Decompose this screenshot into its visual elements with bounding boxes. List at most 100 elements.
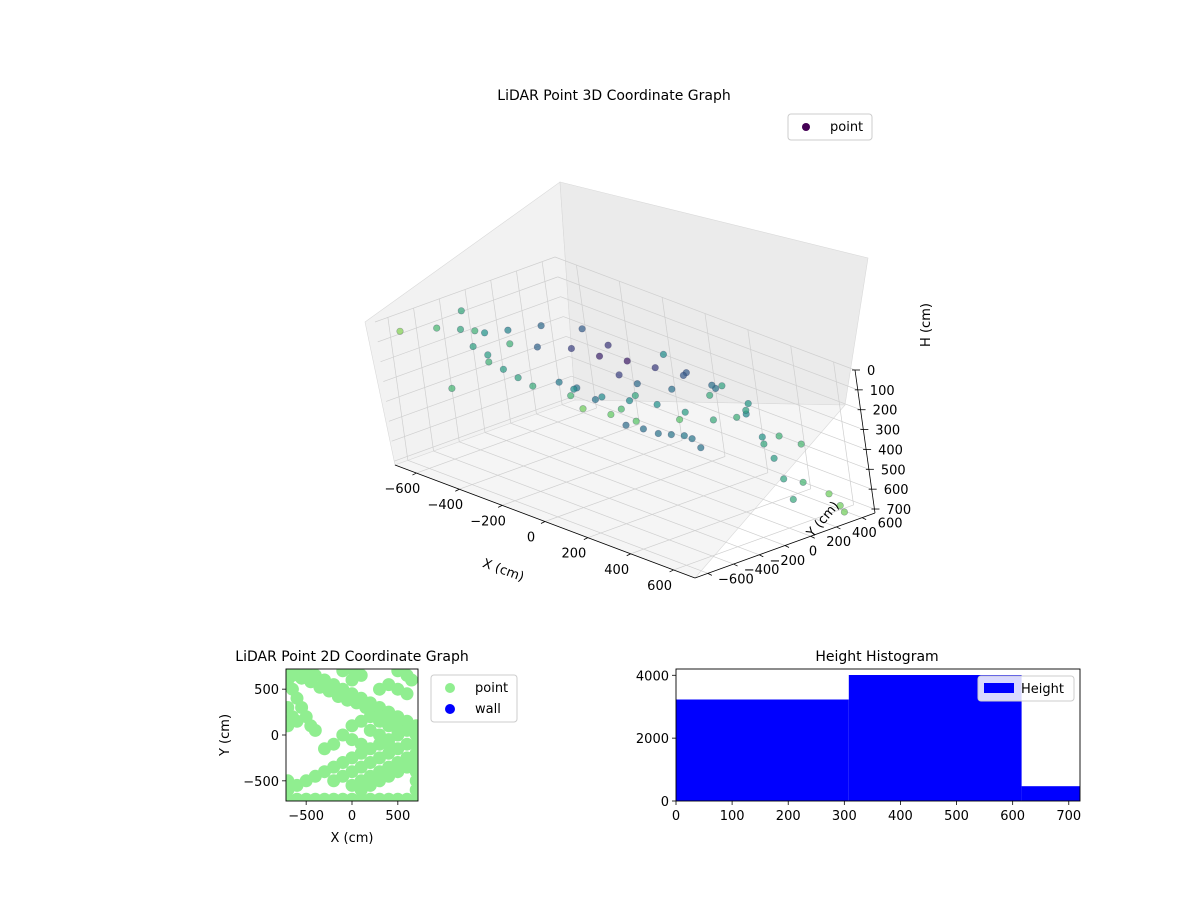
scatter-point-3d	[836, 502, 844, 510]
x-axis-label-2d: X (cm)	[331, 831, 374, 846]
x-tick-3d	[669, 569, 674, 573]
scatter-point-3d	[514, 374, 522, 382]
y-tick-3d	[861, 517, 867, 521]
y-tick-label-hist: 4000	[636, 669, 669, 684]
scatter-point-3d	[679, 371, 688, 380]
z-tick-label-3d: 200	[873, 404, 898, 419]
x-tick-label-3d: −600	[385, 482, 421, 497]
scatter-point-3d	[799, 478, 807, 486]
x-tick-3d	[540, 521, 546, 524]
scatter-point-3d	[653, 400, 661, 409]
scatter-point-3d	[555, 378, 563, 386]
grid-line	[374, 256, 556, 323]
scatter-point-3d	[529, 382, 537, 390]
legend-2d-label-point: point	[475, 681, 508, 696]
scatter-point-3d	[567, 392, 575, 400]
scatter-point-3d	[775, 432, 783, 440]
scatter-point-2d	[382, 737, 396, 751]
grid-line	[557, 276, 858, 391]
y-tick-label-2d: 0	[271, 729, 279, 744]
z-tick-label-3d: 700	[886, 503, 911, 518]
legend-3d: point	[787, 113, 873, 141]
scatter-point-3d	[742, 406, 750, 414]
axes-frame-hist	[675, 668, 1081, 802]
x-axis-3d: −600 −400 −200 0 200 400 600	[385, 464, 696, 594]
legend-3d-frame	[787, 113, 873, 141]
scatter-point-3d	[825, 490, 833, 498]
z-tick-label-3d: 0	[867, 364, 875, 379]
scatter-point-3d	[433, 324, 441, 332]
scatter-point-3d	[623, 357, 631, 365]
x-tick-label-2d: −500	[288, 809, 324, 824]
scatter-point-3d	[675, 416, 684, 424]
x-tick-label-hist: 200	[776, 809, 801, 824]
x-tick-label-hist: 600	[1000, 809, 1025, 824]
legend-2d-marker-point	[445, 683, 455, 693]
scatter-point-3d	[651, 364, 659, 372]
x-tick-3d	[412, 472, 417, 476]
chart-histogram: Height Histogram 0 100 200 300 400 500 600 7000…	[636, 649, 1081, 824]
scatter-point-2d	[290, 714, 304, 728]
scatter-point-3d	[537, 322, 545, 330]
scatter-point-3d	[485, 358, 493, 366]
grid-line	[574, 395, 875, 510]
scatter-point-3d	[506, 340, 514, 348]
z-tick-label-3d: 100	[870, 384, 895, 399]
y-tick-label-3d: −600	[718, 572, 754, 587]
scatter-point-3d	[667, 431, 675, 439]
x-tick-label-3d: 0	[527, 531, 535, 546]
scatter-point-3d	[797, 440, 805, 448]
grid-line	[571, 375, 872, 490]
legend-3d-label: point	[830, 120, 863, 135]
y-axis-label-2d: Y (cm)	[218, 714, 233, 757]
scatter-point-2d	[400, 737, 414, 751]
scatter-point-3d	[680, 432, 688, 440]
scatter-point-3d	[760, 440, 768, 448]
y-tick-label-hist: 0	[661, 795, 669, 810]
scatter-point-3d	[708, 381, 716, 389]
grid-line	[510, 422, 811, 537]
x-tick-3d	[497, 504, 503, 508]
x-tick-label-hist: 100	[720, 809, 745, 824]
x-tick-label-3d: 600	[647, 579, 672, 594]
x-tick-label-2d: 500	[385, 809, 410, 824]
histogram-bar	[1021, 786, 1080, 801]
y-tick-label-3d: 0	[809, 545, 817, 560]
scatter-point-3d	[709, 416, 718, 424]
scatter-point-3d	[681, 408, 689, 416]
grid-line	[394, 395, 575, 462]
scatter-point-3d	[481, 329, 489, 337]
scatter-point-2d	[391, 723, 405, 737]
grid-line	[563, 316, 864, 430]
scatter-point-3d	[668, 385, 676, 393]
grid-line	[377, 276, 558, 343]
z-tick-label-3d: 500	[881, 463, 906, 478]
x-tick-label-3d: 200	[561, 547, 586, 562]
x-tick-label-2d: 0	[348, 809, 356, 824]
z-axis-label-3d: H (cm)	[919, 303, 934, 347]
scatter-point-3d	[607, 410, 615, 419]
grid-line	[565, 336, 867, 450]
scatter-point-3d	[840, 508, 849, 516]
chart-3d-title: LiDAR Point 3D Coordinate Graph	[497, 88, 730, 104]
scatter-point-3d	[448, 384, 456, 393]
scatter-point-3d	[471, 327, 479, 335]
x-axis-label-3d: X (cm)	[480, 556, 526, 585]
grid-3d	[374, 256, 875, 574]
scatter-point-3d	[733, 413, 741, 421]
z-tick-label-3d: 400	[878, 443, 903, 458]
scatter-point-3d	[604, 341, 612, 349]
scatter-point-2d	[308, 723, 322, 737]
scatter-point-2d	[400, 687, 414, 701]
histogram-bar	[676, 699, 849, 801]
x-tick-label-3d: −400	[427, 498, 463, 513]
grid-line	[407, 460, 708, 574]
scatter-point-3d	[632, 417, 640, 425]
axes-ticks-2d: −500 0 500 −500 0 500	[243, 683, 410, 824]
legend-hist-label: Height	[1021, 682, 1064, 697]
y-tick-label-3d: −400	[744, 563, 780, 578]
y-tick-3d	[836, 526, 841, 530]
scatter-point-3d	[706, 391, 714, 399]
grid-line	[459, 441, 760, 556]
scatter-point-2d	[345, 669, 359, 676]
